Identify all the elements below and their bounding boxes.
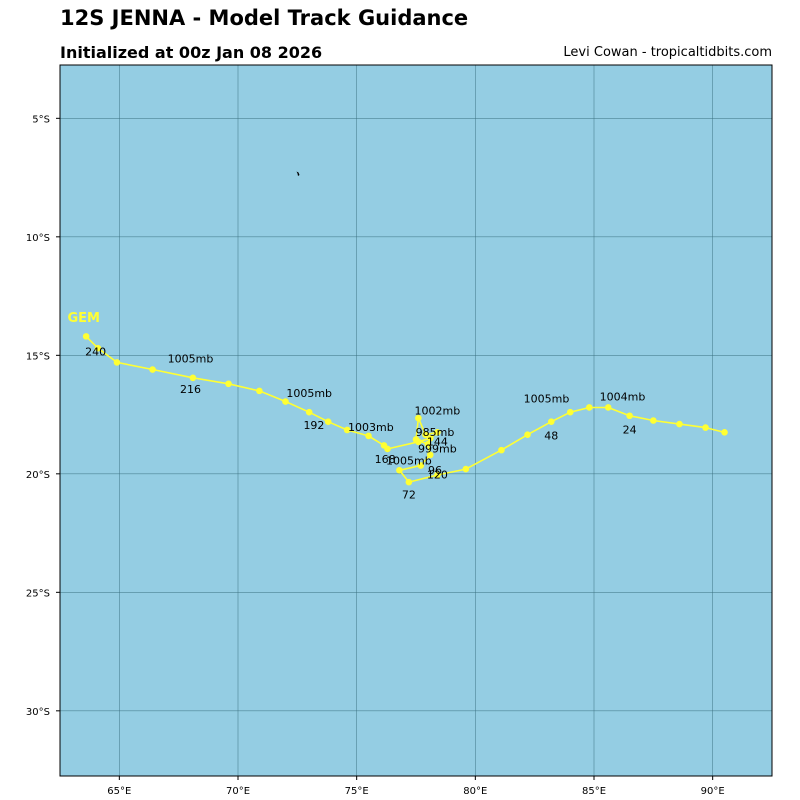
- track-point: [405, 478, 413, 486]
- pressure-label: 1005mb: [524, 393, 570, 406]
- island-shape: [296, 171, 300, 176]
- track-point: [547, 418, 555, 425]
- credit-text: Levi Cowan - tropicaltidbits.com: [563, 45, 772, 60]
- init-time-subtitle: Initialized at 00z Jan 08 2026: [60, 43, 323, 62]
- pressure-label: 1002mb: [415, 405, 461, 418]
- track-point: [324, 418, 332, 425]
- pressure-label: 1003mb: [348, 421, 394, 434]
- track-point: [149, 366, 156, 373]
- lon-tick-label: 90°E: [701, 786, 725, 797]
- lon-tick-label: 65°E: [107, 786, 131, 797]
- pressure-label: 1005mb: [286, 387, 332, 400]
- lat-tick-label: 20°S: [26, 470, 50, 481]
- track-point: [604, 404, 612, 411]
- lat-tick-label: 15°S: [26, 351, 50, 362]
- track-point: [498, 446, 505, 454]
- lon-tick-label: 80°E: [463, 786, 487, 797]
- gem-track: [82, 333, 728, 486]
- track-point: [426, 434, 434, 442]
- track-point: [94, 344, 102, 352]
- map-frame: [59, 64, 773, 777]
- pressure-label: 985mb: [416, 426, 455, 439]
- track-point: [524, 431, 531, 439]
- pressure-label: 1005mb: [168, 352, 214, 365]
- forecast-hour-label: 216: [180, 383, 201, 396]
- track-point: [415, 438, 422, 446]
- ocean-background: [60, 65, 772, 776]
- pressure-label: 999mb: [418, 442, 457, 455]
- pressure-label: 1005mb: [386, 454, 432, 467]
- track-point: [189, 374, 197, 382]
- track-point: [650, 417, 657, 424]
- track-point: [676, 420, 683, 428]
- track-point: [434, 429, 441, 436]
- graticule: [60, 65, 772, 776]
- track-point: [256, 387, 263, 395]
- page-title: 12S JENNA - Model Track Guidance: [60, 6, 469, 30]
- axis-ticks: 65°E 70°E 75°E 80°E 85°E 90°E 5°S 10°S 15°S 20°S 2…: [26, 114, 725, 797]
- track-point: [426, 451, 434, 459]
- pressure-label: 1004mb: [600, 390, 646, 403]
- forecast-hour-label: 192: [303, 419, 324, 432]
- forecast-hour-label: 120: [427, 469, 448, 482]
- lat-tick-label: 10°S: [26, 233, 50, 244]
- track-point: [415, 414, 422, 422]
- lon-tick-label: 75°E: [345, 786, 369, 797]
- track-point: [422, 431, 429, 439]
- forecast-hour-label: 72: [402, 489, 416, 502]
- track-point: [424, 440, 432, 448]
- forecast-hour-label: 24: [623, 424, 637, 437]
- track-point: [585, 404, 593, 411]
- track-point: [113, 359, 121, 366]
- lon-tick-label: 85°E: [582, 786, 606, 797]
- lat-tick-label: 5°S: [32, 114, 50, 125]
- track-point: [282, 398, 289, 405]
- lat-tick-label: 30°S: [26, 707, 50, 718]
- forecast-hour-label: 96: [428, 464, 442, 477]
- track-point: [702, 424, 709, 431]
- forecast-hour-label: 144: [427, 435, 448, 448]
- track-point: [82, 333, 90, 340]
- track-point: [566, 408, 574, 416]
- track-point: [396, 466, 403, 474]
- track-point: [380, 442, 388, 449]
- track-point: [365, 432, 372, 440]
- lon-tick-label: 70°E: [226, 786, 250, 797]
- track-point: [343, 426, 351, 434]
- forecast-hour-label: 48: [544, 429, 558, 442]
- track-point: [305, 408, 313, 416]
- track-point: [417, 462, 425, 469]
- track-point: [225, 380, 232, 388]
- track-point: [462, 465, 470, 473]
- model-name-label: GEM: [67, 311, 100, 326]
- forecast-hour-label: 168: [375, 453, 396, 466]
- lat-tick-label: 25°S: [26, 588, 50, 599]
- track-point: [626, 412, 633, 420]
- track-point: [434, 471, 441, 479]
- track-point: [721, 429, 728, 436]
- forecast-hour-label: 240: [85, 345, 106, 358]
